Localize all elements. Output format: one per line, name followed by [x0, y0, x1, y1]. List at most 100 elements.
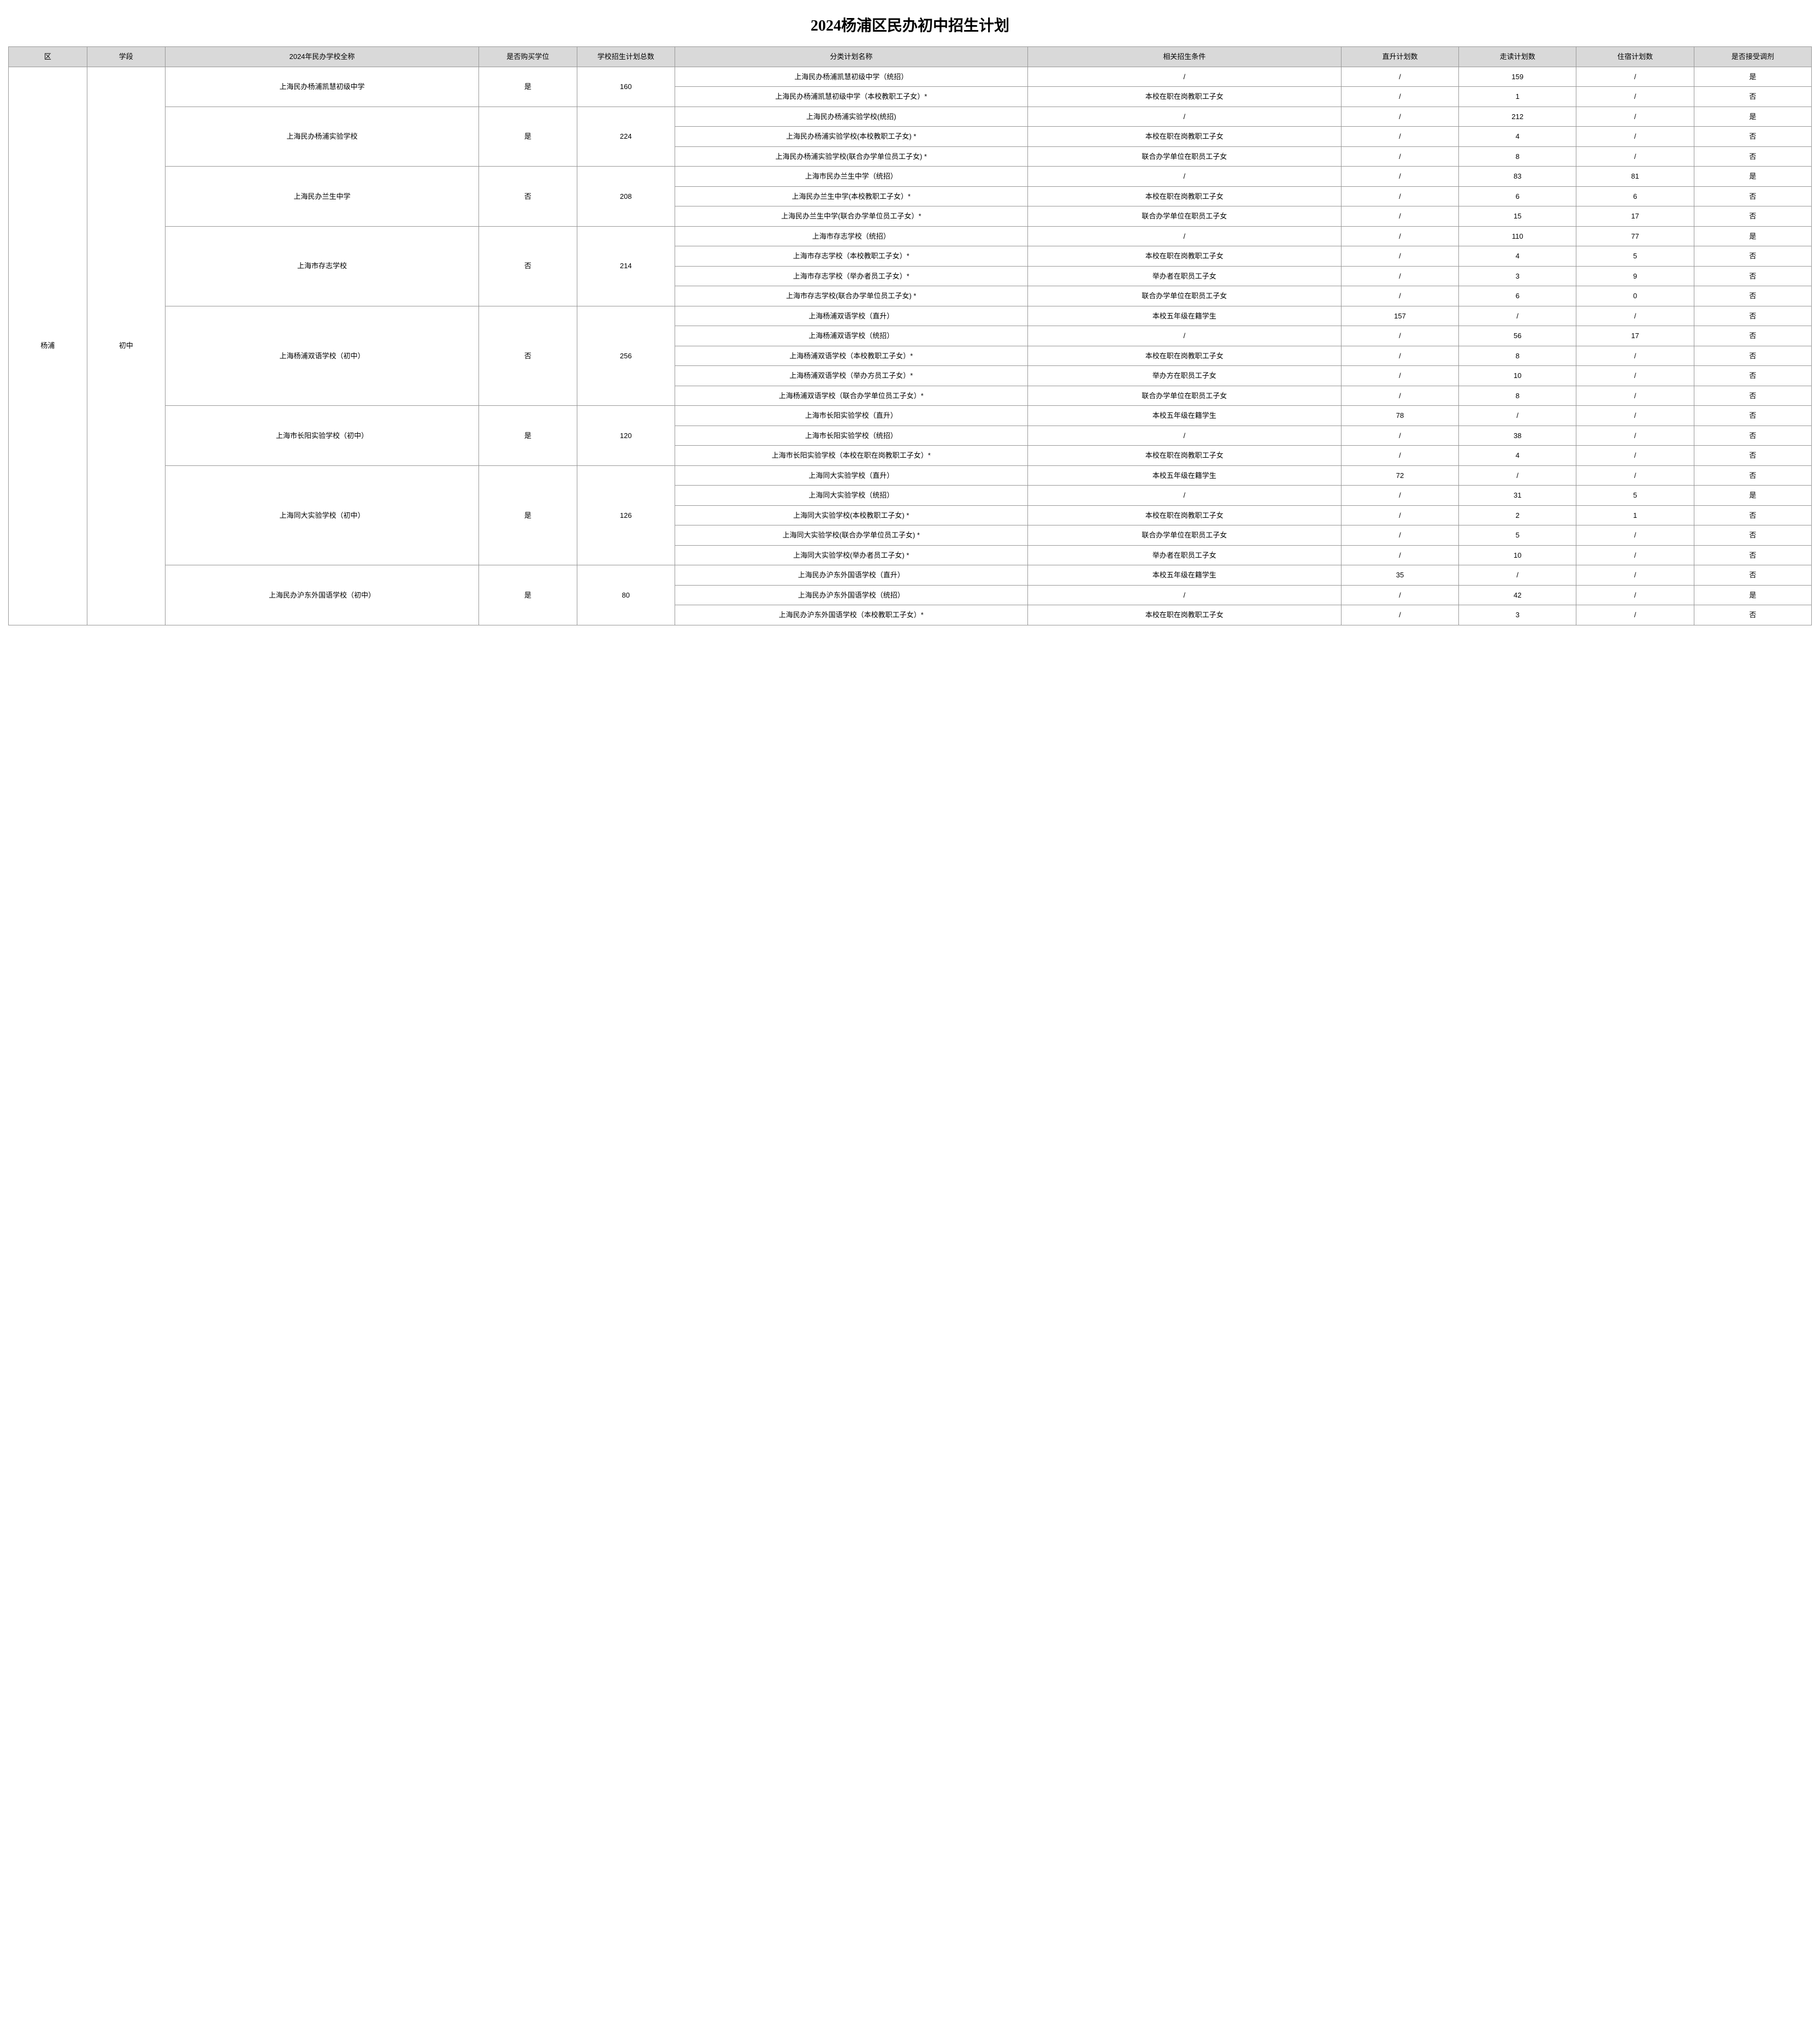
cell-plan-name: 上海同大实验学校(举办者员工子女) *	[675, 545, 1027, 565]
cell-transfer: 否	[1694, 127, 1811, 147]
cell-condition: 本校在职在岗教职工子女	[1027, 186, 1341, 206]
cell-transfer: 否	[1694, 426, 1811, 446]
cell-board: /	[1576, 426, 1694, 446]
cell-board: 1	[1576, 505, 1694, 525]
cell-transfer: 否	[1694, 505, 1811, 525]
cell-plan-name: 上海杨浦双语学校（举办方员工子女）*	[675, 366, 1027, 386]
cell-transfer: 否	[1694, 565, 1811, 586]
cell-board: /	[1576, 366, 1694, 386]
cell-direct: /	[1341, 67, 1458, 87]
cell-direct: /	[1341, 486, 1458, 506]
cell-direct: /	[1341, 505, 1458, 525]
cell-day: 8	[1459, 346, 1576, 366]
cell-condition: /	[1027, 167, 1341, 187]
cell-transfer: 否	[1694, 605, 1811, 625]
cell-board: 77	[1576, 226, 1694, 246]
cell-school-name: 上海民办沪东外国语学校（初中）	[166, 565, 479, 625]
cell-day: 6	[1459, 286, 1576, 306]
cell-plan-name: 上海杨浦双语学校（本校教职工子女）*	[675, 346, 1027, 366]
cell-condition: 本校在职在岗教职工子女	[1027, 505, 1341, 525]
cell-condition: /	[1027, 585, 1341, 605]
cell-condition: 举办者在职员工子女	[1027, 266, 1341, 286]
cell-direct: 72	[1341, 465, 1458, 486]
cell-day: 6	[1459, 186, 1576, 206]
cell-transfer: 否	[1694, 366, 1811, 386]
table-body: 杨浦初中上海民办杨浦凯慧初级中学是160上海民办杨浦凯慧初级中学（统招）//15…	[9, 67, 1812, 625]
cell-purchase: 是	[479, 107, 577, 167]
cell-condition: 本校在职在岗教职工子女	[1027, 446, 1341, 466]
cell-direct: /	[1341, 446, 1458, 466]
cell-day: /	[1459, 406, 1576, 426]
cell-direct: /	[1341, 127, 1458, 147]
table-row: 上海市存志学校否214上海市存志学校（统招）//11077是	[9, 226, 1812, 246]
cell-board: /	[1576, 107, 1694, 127]
cell-transfer: 否	[1694, 87, 1811, 107]
cell-transfer: 否	[1694, 326, 1811, 346]
cell-direct: /	[1341, 366, 1458, 386]
cell-board: 5	[1576, 246, 1694, 267]
cell-plan-name: 上海民办沪东外国语学校（直升）	[675, 565, 1027, 586]
cell-plan-name: 上海民办沪东外国语学校（统招）	[675, 585, 1027, 605]
cell-school-name: 上海民办兰生中学	[166, 167, 479, 227]
cell-plan-name: 上海民办杨浦实验学校(本校教职工子女) *	[675, 127, 1027, 147]
cell-transfer: 否	[1694, 146, 1811, 167]
cell-condition: 联合办学单位在职员工子女	[1027, 146, 1341, 167]
cell-plan-name: 上海市存志学校（统招）	[675, 226, 1027, 246]
cell-board: 17	[1576, 326, 1694, 346]
cell-board: /	[1576, 446, 1694, 466]
cell-direct: /	[1341, 246, 1458, 267]
cell-transfer: 是	[1694, 585, 1811, 605]
cell-plan-name: 上海民办杨浦凯慧初级中学（统招）	[675, 67, 1027, 87]
cell-direct: /	[1341, 186, 1458, 206]
cell-plan-name: 上海杨浦双语学校（直升）	[675, 306, 1027, 326]
cell-board: /	[1576, 525, 1694, 546]
cell-purchase: 是	[479, 565, 577, 625]
cell-plan-name: 上海同大实验学校（直升）	[675, 465, 1027, 486]
cell-purchase: 否	[479, 306, 577, 406]
cell-day: 4	[1459, 446, 1576, 466]
cell-day: 2	[1459, 505, 1576, 525]
cell-total: 126	[577, 465, 675, 565]
cell-transfer: 否	[1694, 545, 1811, 565]
cell-plan-name: 上海同大实验学校(本校教职工子女) *	[675, 505, 1027, 525]
cell-stage: 初中	[87, 67, 166, 625]
enrollment-table: 区 学段 2024年民办学校全称 是否购买学位 学校招生计划总数 分类计划名称 …	[8, 46, 1812, 625]
cell-day: 10	[1459, 545, 1576, 565]
table-header-row: 区 学段 2024年民办学校全称 是否购买学位 学校招生计划总数 分类计划名称 …	[9, 47, 1812, 67]
cell-condition: 本校五年级在籍学生	[1027, 406, 1341, 426]
cell-condition: /	[1027, 486, 1341, 506]
cell-condition: /	[1027, 67, 1341, 87]
cell-total: 256	[577, 306, 675, 406]
cell-direct: /	[1341, 386, 1458, 406]
cell-day: 3	[1459, 266, 1576, 286]
cell-plan-name: 上海民办杨浦凯慧初级中学（本校教职工子女）*	[675, 87, 1027, 107]
cell-transfer: 否	[1694, 246, 1811, 267]
cell-district: 杨浦	[9, 67, 87, 625]
cell-transfer: 是	[1694, 486, 1811, 506]
cell-day: 159	[1459, 67, 1576, 87]
cell-condition: 本校在职在岗教职工子女	[1027, 346, 1341, 366]
col-header-district: 区	[9, 47, 87, 67]
cell-school-name: 上海市存志学校	[166, 226, 479, 306]
cell-plan-name: 上海民办杨浦实验学校(联合办学单位员工子女) *	[675, 146, 1027, 167]
cell-direct: 157	[1341, 306, 1458, 326]
cell-day: 212	[1459, 107, 1576, 127]
cell-purchase: 是	[479, 465, 577, 565]
cell-condition: 联合办学单位在职员工子女	[1027, 386, 1341, 406]
col-header-direct: 直升计划数	[1341, 47, 1458, 67]
cell-transfer: 否	[1694, 386, 1811, 406]
cell-school-name: 上海民办杨浦凯慧初级中学	[166, 67, 479, 107]
col-header-stage: 学段	[87, 47, 166, 67]
cell-plan-name: 上海民办沪东外国语学校（本校教职工子女）*	[675, 605, 1027, 625]
cell-transfer: 是	[1694, 107, 1811, 127]
cell-plan-name: 上海民办杨浦实验学校(统招)	[675, 107, 1027, 127]
cell-day: /	[1459, 565, 1576, 586]
cell-transfer: 是	[1694, 67, 1811, 87]
cell-school-name: 上海同大实验学校（初中）	[166, 465, 479, 565]
cell-direct: /	[1341, 585, 1458, 605]
cell-condition: 联合办学单位在职员工子女	[1027, 206, 1341, 227]
cell-direct: 78	[1341, 406, 1458, 426]
cell-day: 8	[1459, 386, 1576, 406]
cell-total: 80	[577, 565, 675, 625]
cell-direct: /	[1341, 107, 1458, 127]
